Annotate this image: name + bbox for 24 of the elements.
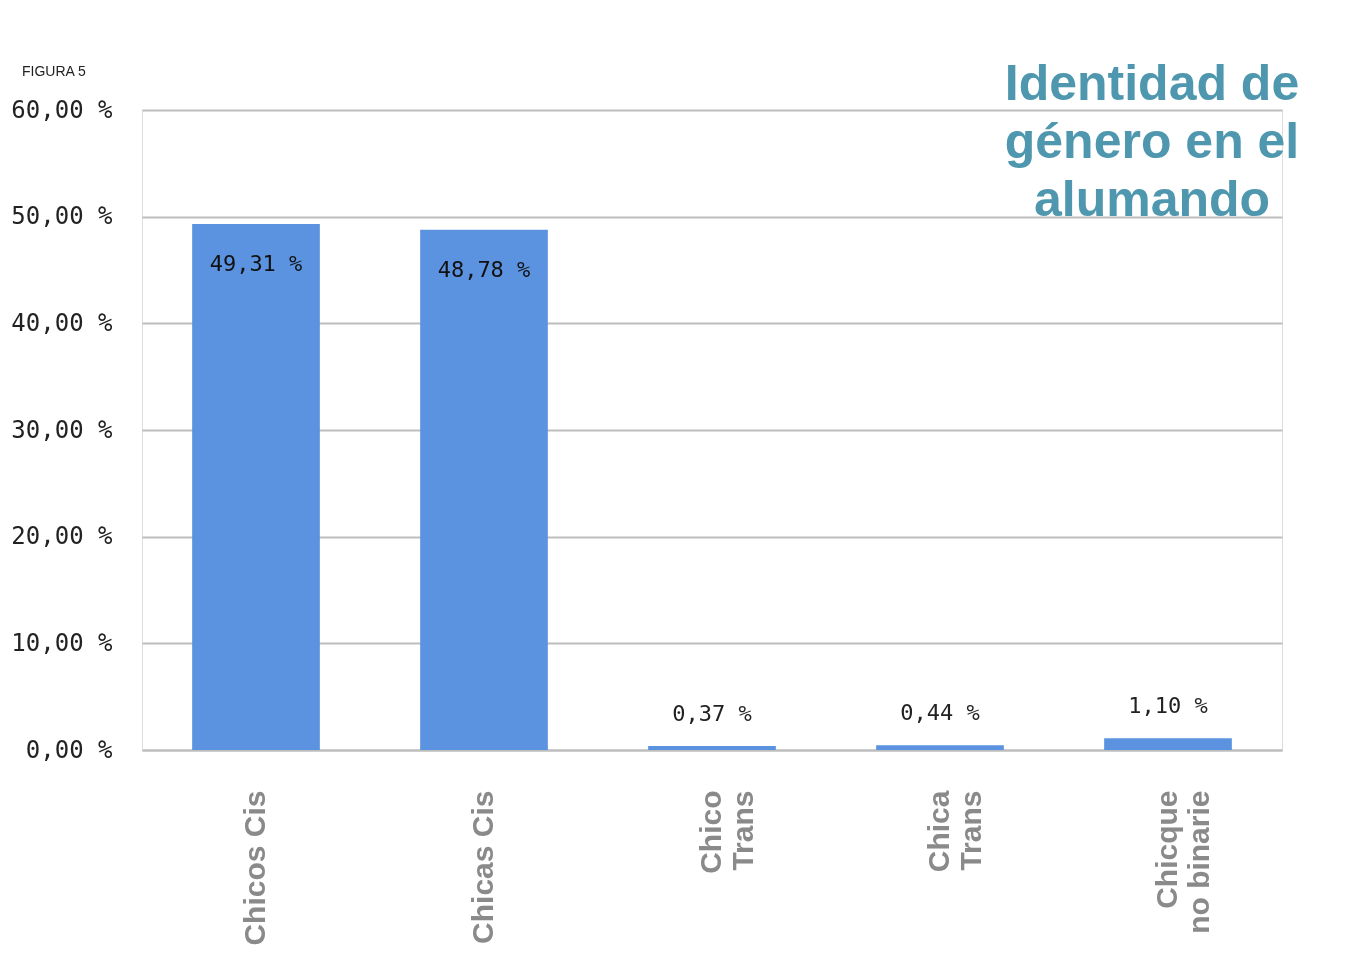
bar <box>1104 738 1232 750</box>
x-tick-label: Chico Trans <box>694 790 759 874</box>
bar <box>648 746 776 750</box>
data-label: 48,78 % <box>437 256 531 282</box>
y-tick-label: 20,00 % <box>11 522 114 551</box>
bar <box>192 224 320 750</box>
x-tick-label: Chica Trans <box>922 790 987 873</box>
bar <box>420 229 548 750</box>
y-tick-label: 30,00 % <box>11 415 114 444</box>
data-label: 1,10 % <box>1128 693 1208 719</box>
y-tick-label: 10,00 % <box>11 628 114 657</box>
y-tick-label: 60,00 % <box>11 95 114 124</box>
y-tick-label: 0,00 % <box>25 735 114 764</box>
data-label: 0,44 % <box>900 700 980 726</box>
data-label: 0,37 % <box>672 701 752 727</box>
y-tick-label: 50,00 % <box>11 202 114 231</box>
bar <box>876 745 1004 750</box>
x-tick-label: Chicque no binarie <box>1150 790 1215 934</box>
data-label: 49,31 % <box>209 251 303 277</box>
x-tick-label: Chicos Cis <box>238 790 271 946</box>
chart-title: Identidad de género en el alumando <box>1004 55 1300 227</box>
text: FIGURA 5 <box>22 63 87 79</box>
y-tick-label: 40,00 % <box>11 308 114 337</box>
x-tick-label: Chicas Cis <box>466 790 499 944</box>
